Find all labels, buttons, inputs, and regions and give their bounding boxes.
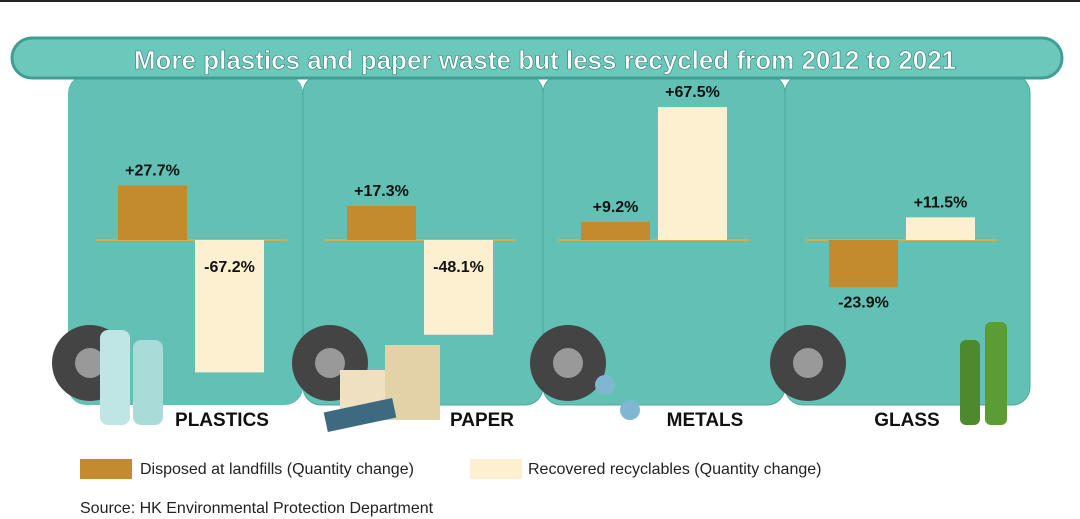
value-label: +67.5%: [665, 84, 720, 101]
bar: [118, 185, 187, 240]
legend-label: Disposed at landfills (Quantity change): [140, 461, 414, 478]
bottle-icon: [100, 330, 130, 425]
bin-lids: [10, 36, 1064, 80]
chart-title: More plastics and paper waste but less r…: [134, 45, 956, 75]
bottle-icon: [985, 322, 1007, 425]
legend-swatch: [470, 459, 522, 479]
legend-label: Recovered recyclables (Quantity change): [528, 461, 821, 478]
wheel-hub: [793, 348, 823, 378]
bar: [906, 217, 975, 240]
legend-swatch: [80, 459, 132, 479]
bar: [581, 221, 650, 240]
bar: [195, 240, 264, 373]
category-label: PAPER: [450, 410, 514, 431]
value-label: -67.2%: [204, 259, 255, 276]
wheel-hub: [553, 348, 583, 378]
value-label: -48.1%: [433, 259, 484, 276]
bar: [424, 240, 493, 335]
category-label: GLASS: [874, 410, 939, 431]
bottle-icon: [133, 340, 163, 425]
source-note: Source: HK Environmental Protection Depa…: [80, 500, 434, 517]
screw-icon: [595, 375, 615, 395]
bar: [347, 205, 416, 240]
wheel-hub: [315, 348, 345, 378]
wheel-hub: [75, 348, 105, 378]
value-label: +27.7%: [125, 163, 180, 180]
bar: [658, 107, 727, 241]
value-label: -23.9%: [838, 294, 889, 311]
value-label: +11.5%: [914, 195, 968, 212]
category-label: PLASTICS: [175, 410, 269, 431]
screw-icon: [620, 400, 640, 420]
value-label: +17.3%: [354, 183, 409, 200]
top-rule: [0, 0, 1080, 2]
category-label: METALS: [667, 410, 744, 431]
bar: [829, 240, 898, 288]
bottle-icon: [960, 340, 980, 425]
value-label: +9.2%: [593, 199, 639, 216]
book-icon: [323, 397, 397, 433]
